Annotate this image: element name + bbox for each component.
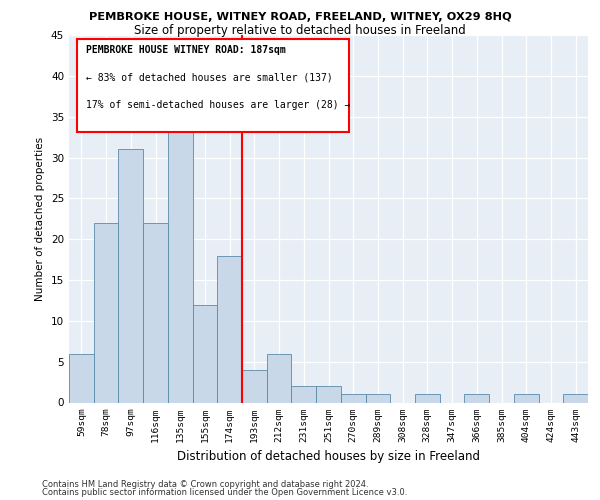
Bar [267,354,292,403]
Bar [415,394,440,402]
Bar [242,370,267,402]
Bar [365,394,390,402]
Bar [514,394,539,402]
Bar [168,125,193,402]
Text: PEMBROKE HOUSE WITNEY ROAD: 187sqm: PEMBROKE HOUSE WITNEY ROAD: 187sqm [86,46,286,56]
Text: 17% of semi-detached houses are larger (28) →: 17% of semi-detached houses are larger (… [86,100,350,110]
Bar [316,386,341,402]
Text: Contains HM Land Registry data © Crown copyright and database right 2024.: Contains HM Land Registry data © Crown c… [42,480,368,489]
Bar [464,394,489,402]
Text: Contains public sector information licensed under the Open Government Licence v3: Contains public sector information licen… [42,488,407,497]
Bar [563,394,588,402]
Bar [217,256,242,402]
Y-axis label: Number of detached properties: Number of detached properties [35,136,46,301]
X-axis label: Distribution of detached houses by size in Freeland: Distribution of detached houses by size … [177,450,480,463]
Bar [193,304,217,402]
Text: Size of property relative to detached houses in Freeland: Size of property relative to detached ho… [134,24,466,37]
Text: PEMBROKE HOUSE, WITNEY ROAD, FREELAND, WITNEY, OX29 8HQ: PEMBROKE HOUSE, WITNEY ROAD, FREELAND, W… [89,12,511,22]
Bar [143,223,168,402]
Text: ← 83% of detached houses are smaller (137): ← 83% of detached houses are smaller (13… [86,73,333,83]
Bar [69,354,94,403]
Bar [118,150,143,402]
Bar [341,394,365,402]
Bar [292,386,316,402]
Bar [94,223,118,402]
FancyBboxPatch shape [77,38,349,132]
